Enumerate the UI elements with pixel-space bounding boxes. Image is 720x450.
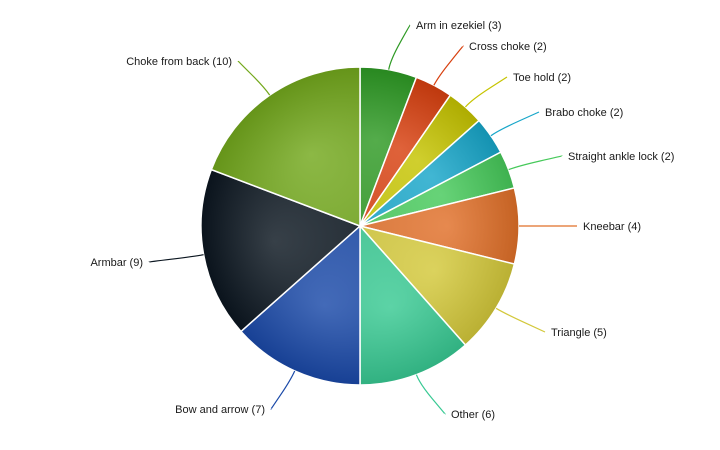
pie-label-armbar: Armbar (9) [90, 257, 143, 269]
pie-label-kneebar: Kneebar (4) [583, 221, 641, 233]
pie-label-triangle: Triangle (5) [551, 327, 607, 339]
leader-line-choke-from-back [237, 60, 271, 96]
leader-line-triangle [495, 307, 546, 333]
leader-line-arm-in-ezekiel [388, 24, 411, 70]
pie-labels: Arm in ezekiel (3) Cross choke (2) Toe hol… [90, 20, 674, 421]
pie-label-choke-from-back: Choke from back (10) [126, 56, 232, 68]
pie-label-straight-ankle-lock: Straight ankle lock (2) [568, 151, 674, 163]
pie-slice-other [359, 224, 467, 386]
leader-line-other [415, 374, 446, 415]
leader-line-brabo-choke [490, 111, 540, 137]
leader-line-cross-choke [433, 45, 464, 86]
pie-slice-triangle [357, 224, 516, 347]
leader-line-armbar [148, 254, 204, 263]
pie-label-bow-and-arrow: Bow and arrow (7) [175, 404, 265, 416]
pie-slices [200, 66, 520, 386]
pie-label-other: Other (6) [451, 409, 495, 421]
leader-line-toe-hold [464, 76, 508, 108]
pie-label-arm-in-ezekiel: Arm in ezekiel (3) [416, 20, 502, 32]
pie-slice-bow-and-arrow [239, 224, 361, 386]
leader-line-straight-ankle-lock [508, 155, 563, 171]
pie-label-brabo-choke: Brabo choke (2) [545, 107, 623, 119]
leader-line-bow-and-arrow [270, 370, 296, 410]
pie-slice-choke-from-back [210, 66, 361, 228]
pie-leader-lines [148, 24, 577, 415]
pie-label-cross-choke: Cross choke (2) [469, 41, 547, 53]
pie-slice-armbar [200, 168, 362, 333]
pie-label-toe-hold: Toe hold (2) [513, 72, 571, 84]
